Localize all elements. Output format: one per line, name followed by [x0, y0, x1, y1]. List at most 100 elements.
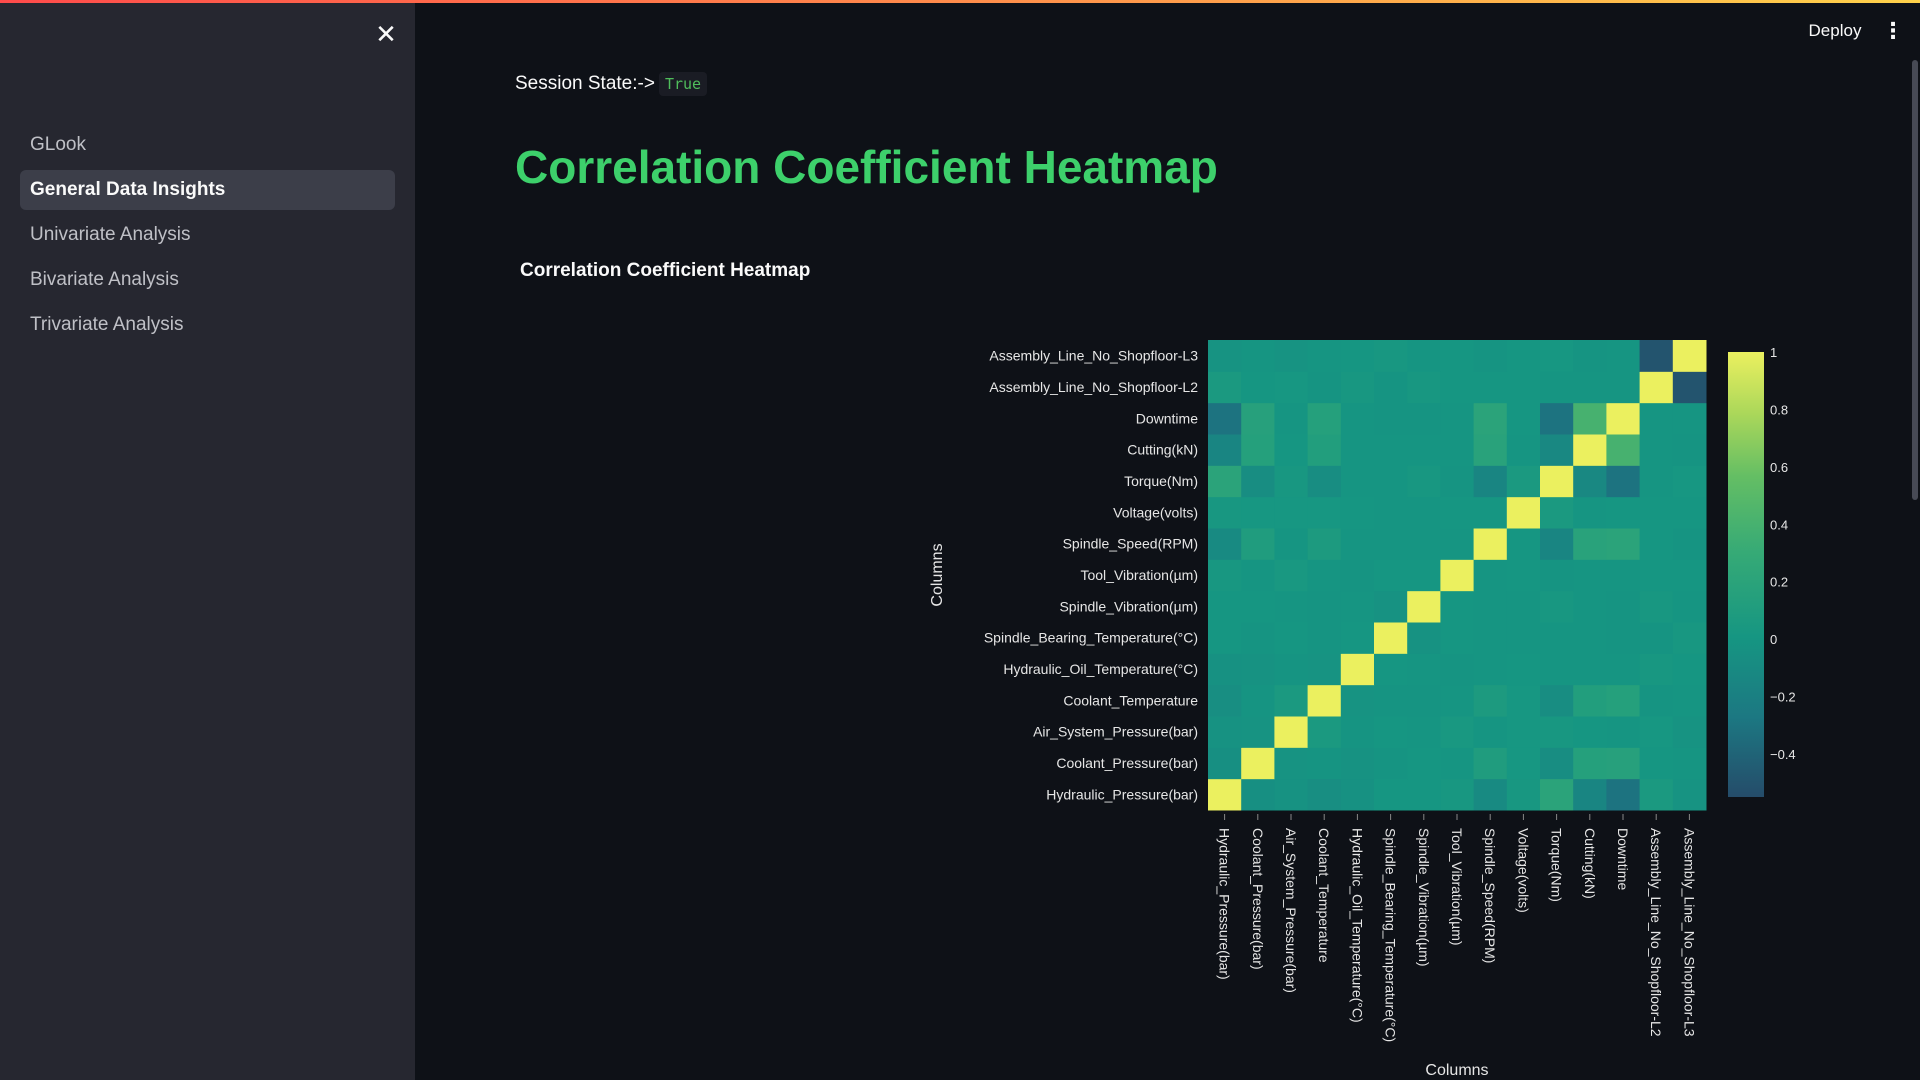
heatmap-cell[interactable] — [1639, 716, 1674, 748]
heatmap-cell[interactable] — [1573, 778, 1607, 811]
heatmap-cell[interactable] — [1340, 402, 1375, 435]
heatmap-cell[interactable] — [1473, 371, 1508, 404]
heatmap-cell[interactable] — [1540, 465, 1574, 498]
heatmap-cell[interactable] — [1672, 590, 1707, 623]
heatmap-cell[interactable] — [1473, 684, 1508, 717]
heatmap-cell[interactable] — [1506, 528, 1541, 560]
heatmap-cell[interactable] — [1208, 371, 1242, 404]
heatmap-cell[interactable] — [1407, 559, 1441, 592]
sidebar-item-trivariate-analysis[interactable]: Trivariate Analysis — [30, 314, 184, 335]
heatmap-cell[interactable] — [1241, 465, 1275, 498]
heatmap-cell[interactable] — [1573, 528, 1607, 560]
heatmap-cell[interactable] — [1639, 622, 1674, 654]
heatmap-cell[interactable] — [1208, 778, 1242, 811]
heatmap-cell[interactable] — [1672, 653, 1707, 686]
heatmap-cell[interactable] — [1573, 559, 1607, 592]
heatmap-cell[interactable] — [1639, 465, 1674, 498]
heatmap-cell[interactable] — [1340, 684, 1375, 717]
heatmap-cell[interactable] — [1440, 716, 1475, 748]
heatmap-cell[interactable] — [1274, 528, 1309, 560]
heatmap-cell[interactable] — [1639, 778, 1674, 811]
heatmap-cell[interactable] — [1606, 622, 1641, 654]
heatmap-cell[interactable] — [1340, 716, 1375, 748]
heatmap-cell[interactable] — [1473, 747, 1508, 780]
heatmap-cell[interactable] — [1473, 653, 1508, 686]
heatmap-cell[interactable] — [1573, 434, 1607, 466]
heatmap-cell[interactable] — [1506, 371, 1541, 404]
heatmap-cell[interactable] — [1208, 465, 1242, 498]
sidebar-item-bivariate-analysis[interactable]: Bivariate Analysis — [30, 269, 179, 290]
heatmap-cell[interactable] — [1506, 590, 1541, 623]
heatmap-cell[interactable] — [1340, 496, 1375, 529]
heatmap-cell[interactable] — [1672, 684, 1707, 717]
heatmap-cell[interactable] — [1241, 747, 1275, 780]
heatmap-cell[interactable] — [1506, 622, 1541, 654]
heatmap-cell[interactable] — [1672, 622, 1707, 654]
heatmap-cell[interactable] — [1639, 590, 1674, 623]
heatmap-cell[interactable] — [1274, 590, 1309, 623]
heatmap-cell[interactable] — [1274, 747, 1309, 780]
heatmap-cell[interactable] — [1307, 778, 1342, 811]
heatmap-cell[interactable] — [1374, 340, 1408, 372]
heatmap-cell[interactable] — [1672, 465, 1707, 498]
heatmap-cell[interactable] — [1307, 496, 1342, 529]
heatmap-cell[interactable] — [1573, 747, 1607, 780]
heatmap-cell[interactable] — [1241, 684, 1275, 717]
heatmap-cell[interactable] — [1506, 778, 1541, 811]
heatmap-cell[interactable] — [1440, 496, 1475, 529]
heatmap-cell[interactable] — [1407, 340, 1441, 372]
heatmap-cell[interactable] — [1540, 778, 1574, 811]
heatmap-cell[interactable] — [1274, 778, 1309, 811]
heatmap-cell[interactable] — [1340, 590, 1375, 623]
heatmap-cell[interactable] — [1473, 622, 1508, 654]
heatmap-cell[interactable] — [1440, 653, 1475, 686]
heatmap-cell[interactable] — [1340, 528, 1375, 560]
heatmap-cell[interactable] — [1639, 747, 1674, 780]
heatmap-cell[interactable] — [1374, 402, 1408, 435]
heatmap-cell[interactable] — [1307, 402, 1342, 435]
sidebar-item-general-data-insights[interactable]: General Data Insights — [20, 170, 395, 210]
heatmap-cell[interactable] — [1241, 402, 1275, 435]
heatmap-cell[interactable] — [1340, 747, 1375, 780]
heatmap-cell[interactable] — [1274, 434, 1309, 466]
heatmap-cell[interactable] — [1208, 434, 1242, 466]
heatmap-cell[interactable] — [1540, 653, 1574, 686]
heatmap-cell[interactable] — [1208, 496, 1242, 529]
correlation-heatmap[interactable]: Hydraulic_Pressure(bar) Coolant_Pressure(… — [930, 320, 1830, 1080]
heatmap-cell[interactable] — [1241, 778, 1275, 811]
heatmap-cell[interactable] — [1241, 716, 1275, 748]
heatmap-cell[interactable] — [1473, 559, 1508, 592]
heatmap-cell[interactable] — [1407, 622, 1441, 654]
heatmap-cell[interactable] — [1374, 684, 1408, 717]
close-icon[interactable]: ✕ — [375, 19, 397, 49]
heatmap-cell[interactable] — [1506, 340, 1541, 372]
heatmap-cell[interactable] — [1208, 402, 1242, 435]
heatmap-cell[interactable] — [1540, 559, 1574, 592]
heatmap-cell[interactable] — [1440, 590, 1475, 623]
heatmap-cell[interactable] — [1307, 434, 1342, 466]
heatmap-cell[interactable] — [1407, 590, 1441, 623]
sidebar-item-glook[interactable]: GLook — [30, 134, 86, 155]
heatmap-cell[interactable] — [1440, 622, 1475, 654]
heatmap-cell[interactable] — [1573, 371, 1607, 404]
heatmap-cell[interactable] — [1340, 622, 1375, 654]
heatmap-cell[interactable] — [1208, 559, 1242, 592]
heatmap-cell[interactable] — [1407, 465, 1441, 498]
heatmap-cell[interactable] — [1307, 622, 1342, 654]
heatmap-cell[interactable] — [1307, 465, 1342, 498]
heatmap-cell[interactable] — [1573, 496, 1607, 529]
heatmap-cell[interactable] — [1440, 340, 1475, 372]
heatmap-cell[interactable] — [1639, 528, 1674, 560]
heatmap-cell[interactable] — [1573, 653, 1607, 686]
heatmap-cell[interactable] — [1407, 371, 1441, 404]
heatmap-cell[interactable] — [1374, 434, 1408, 466]
heatmap-cell[interactable] — [1606, 465, 1641, 498]
heatmap-cell[interactable] — [1440, 747, 1475, 780]
heatmap-cell[interactable] — [1274, 402, 1309, 435]
heatmap-cell[interactable] — [1639, 434, 1674, 466]
heatmap-cell[interactable] — [1274, 340, 1309, 372]
heatmap-cell[interactable] — [1606, 496, 1641, 529]
heatmap-cell[interactable] — [1374, 716, 1408, 748]
heatmap-cell[interactable] — [1540, 528, 1574, 560]
heatmap-cell[interactable] — [1540, 684, 1574, 717]
